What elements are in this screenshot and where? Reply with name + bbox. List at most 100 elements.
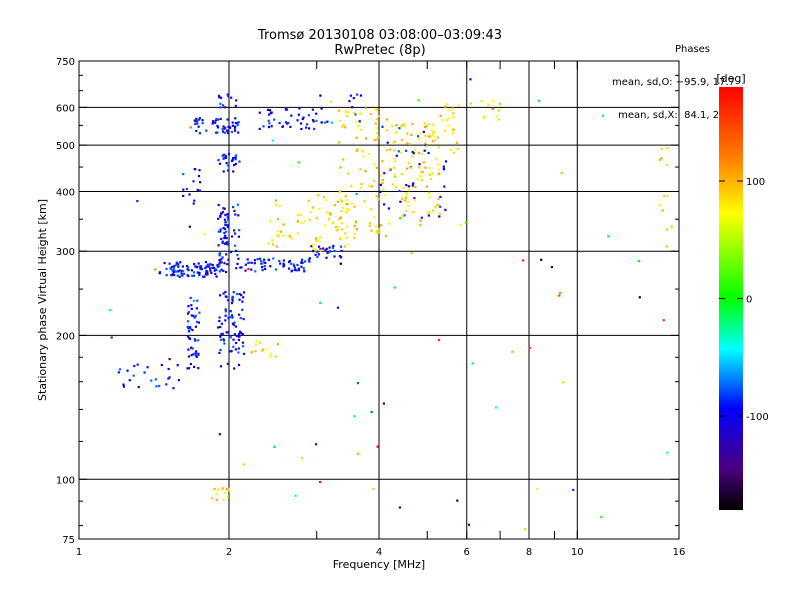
data-point-X: [444, 105, 447, 108]
data-point-O: [221, 154, 224, 157]
data-point-X: [431, 140, 434, 143]
data-point-X: [377, 231, 380, 234]
data-point-X: [437, 163, 440, 166]
data-point-mixed: [242, 463, 246, 466]
data-point-X: [381, 178, 384, 181]
data-point-O: [242, 291, 246, 294]
data-point-O: [405, 149, 408, 152]
data-point-O: [197, 367, 200, 370]
data-point-X: [392, 166, 396, 169]
data-point-X: [424, 134, 427, 138]
data-point-X: [429, 211, 432, 214]
data-point-mixed: [355, 192, 358, 195]
data-point-X: [318, 236, 321, 239]
data-point-O: [237, 338, 240, 341]
data-point-O: [168, 376, 171, 379]
data-point-mixed: [572, 488, 575, 491]
data-point-X: [376, 108, 379, 111]
data-point-X: [341, 125, 344, 128]
data-point-O: [211, 263, 214, 267]
data-point-X: [351, 202, 354, 205]
data-point-O: [242, 318, 245, 321]
data-point-X: [456, 147, 459, 151]
data-point-O: [223, 156, 226, 159]
data-point-X: [360, 183, 363, 186]
data-point-O: [118, 368, 121, 371]
data-point-O: [218, 262, 221, 265]
data-point-O: [226, 362, 229, 365]
data-point-O: [165, 383, 168, 386]
data-point-O: [398, 127, 401, 130]
data-point-O: [237, 235, 240, 238]
data-point-O: [239, 331, 242, 334]
data-point-O: [322, 247, 325, 250]
data-point-O: [171, 268, 174, 272]
data-point-O: [218, 319, 221, 323]
data-point-X: [373, 139, 376, 142]
data-point-mixed: [339, 262, 342, 265]
data-point-O: [331, 246, 335, 249]
data-point-O: [227, 241, 230, 244]
data-point-O: [204, 260, 207, 264]
data-point-O: [210, 271, 213, 275]
data-point-X: [452, 131, 455, 135]
data-point-X: [250, 351, 253, 354]
data-point-O: [224, 234, 227, 237]
data-point-O: [205, 269, 208, 272]
data-point-O: [201, 268, 204, 271]
data-point-O: [181, 265, 184, 268]
data-point-O: [224, 314, 227, 317]
data-point-O: [206, 273, 209, 276]
data-point-O: [308, 260, 311, 263]
data-point-X: [300, 222, 303, 225]
data-point-O: [325, 247, 328, 250]
data-point-X: [437, 146, 440, 149]
data-point-O: [173, 264, 176, 268]
data-point-X: [431, 129, 434, 132]
data-point-O: [186, 367, 189, 370]
data-point-X: [362, 155, 365, 158]
data-point-O: [218, 270, 221, 273]
data-point-X: [340, 200, 344, 203]
data-point-mixed: [536, 488, 539, 491]
data-point-mixed: [370, 410, 373, 413]
data-point-O: [231, 316, 234, 319]
data-point-X: [395, 130, 398, 133]
data-point-O: [333, 255, 336, 258]
data-point-X: [363, 200, 366, 203]
data-point-X: [334, 225, 338, 229]
data-point-O: [187, 327, 190, 330]
data-point-X: [666, 245, 669, 248]
data-point-X: [345, 225, 348, 228]
data-point-mixed: [399, 217, 402, 220]
data-point-O: [235, 293, 239, 296]
x-tick-label: 1: [76, 547, 82, 558]
y-tick-labels: 75 100 200 300 400 500 600 750: [56, 57, 75, 546]
data-point-O: [196, 299, 199, 302]
data-point-O: [198, 132, 201, 135]
data-point-X: [367, 152, 370, 156]
title-line-2: RwPretec (8p): [334, 43, 426, 58]
data-point-X: [343, 245, 346, 248]
data-point-O: [328, 250, 331, 253]
data-point-O: [224, 106, 227, 109]
data-point-O: [306, 123, 309, 126]
data-point-O: [193, 316, 196, 319]
colorbar-tick-label: -100: [746, 412, 769, 423]
data-point-X: [376, 126, 379, 130]
data-point-O: [232, 157, 235, 160]
data-point-O: [182, 173, 185, 176]
data-point-O: [298, 107, 301, 110]
data-point-O: [238, 293, 241, 296]
data-point-O: [224, 156, 227, 160]
data-point-X: [345, 210, 348, 213]
data-point-O: [212, 266, 216, 269]
data-point-O: [233, 321, 236, 324]
data-point-X: [355, 220, 358, 223]
data-point-X: [296, 232, 299, 235]
data-point-O: [199, 265, 202, 268]
data-point-X: [411, 123, 414, 126]
data-point-O: [234, 104, 237, 107]
data-point-O: [187, 330, 191, 333]
data-point-O: [244, 263, 247, 266]
